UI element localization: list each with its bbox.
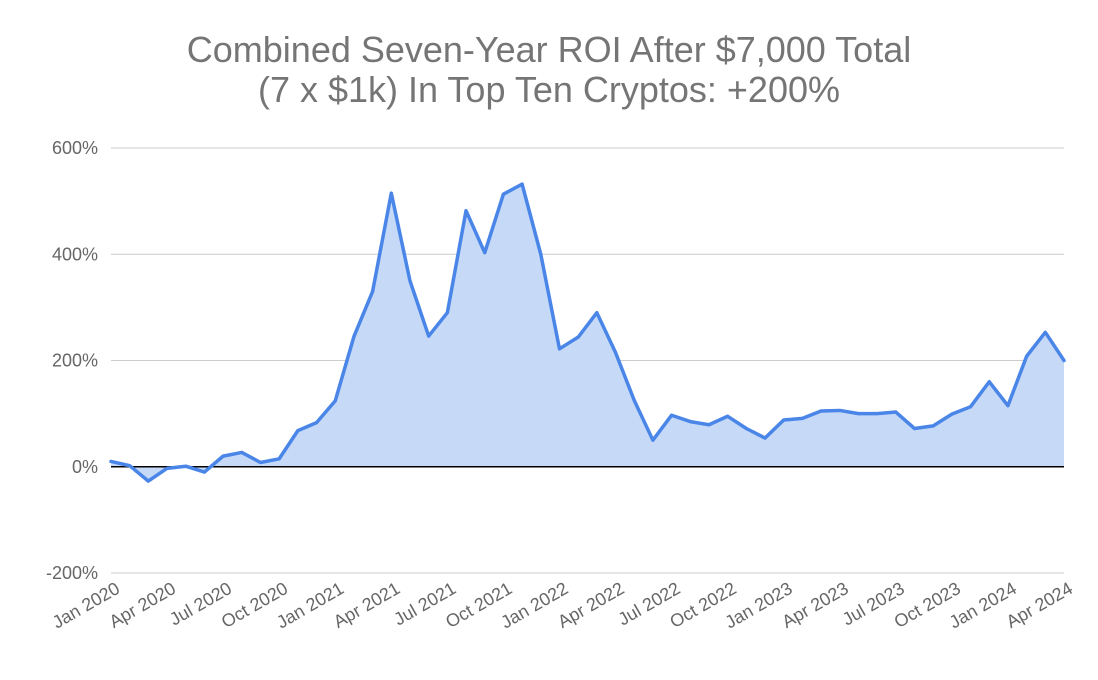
data-point [894,410,898,414]
data-point [352,335,356,339]
data-point [614,351,618,355]
data-point [913,427,917,430]
data-point [875,412,879,416]
y-axis-tick-labels: 600% 400% 200% 0% -200% [46,138,98,583]
data-point [838,408,842,412]
data-point [800,416,804,420]
chart-title: Combined Seven-Year ROI After $7,000 Tot… [0,30,1098,110]
data-point [763,436,767,440]
series-area-layer [111,184,1064,482]
data-point [333,399,337,403]
data-point [595,311,599,315]
chart-title-line-2: (7 x $1k) In Top Ten Cryptos: +200% [258,69,840,110]
series-area-fill [111,184,1064,482]
chart-title-line-1: Combined Seven-Year ROI After $7,000 Tot… [186,29,912,70]
data-point [539,252,543,256]
data-point [1062,359,1066,362]
data-point [128,464,132,468]
data-point [819,409,823,413]
data-point [1025,354,1029,358]
data-point [464,209,468,213]
data-point [969,405,973,409]
y-tick-label: -200% [46,563,98,583]
data-point [184,464,188,468]
data-point [445,311,449,315]
data-point [931,424,935,428]
data-point [726,414,730,418]
data-point [707,423,711,427]
data-point [315,421,319,425]
data-point [389,191,393,195]
data-point [651,438,655,442]
data-point [744,427,748,430]
data-point [688,420,692,424]
data-point [987,380,991,384]
y-tick-label: 600% [52,138,98,158]
data-point [146,479,150,483]
data-point [202,470,206,474]
series-line [109,182,1066,483]
data-point [483,251,487,255]
data-point [240,450,244,454]
data-point [221,454,225,458]
data-point [371,289,375,293]
data-point [856,412,860,416]
data-point [258,461,262,464]
data-point [520,182,524,186]
data-point [782,418,786,422]
data-point [1006,404,1010,408]
data-point [277,457,281,461]
data-point [670,413,674,417]
y-tick-label: 200% [52,351,98,371]
data-point [408,279,412,283]
data-point [165,466,169,470]
data-point [109,459,113,463]
series-line-layer [109,182,1066,483]
data-point [296,429,300,433]
data-point [632,398,636,402]
data-point [557,347,561,351]
data-point [1043,330,1047,334]
data-point [576,335,580,339]
data-point [427,334,431,338]
y-tick-label: 0% [72,457,98,477]
data-point [501,192,505,196]
y-tick-label: 400% [52,244,98,264]
data-point [950,412,954,416]
